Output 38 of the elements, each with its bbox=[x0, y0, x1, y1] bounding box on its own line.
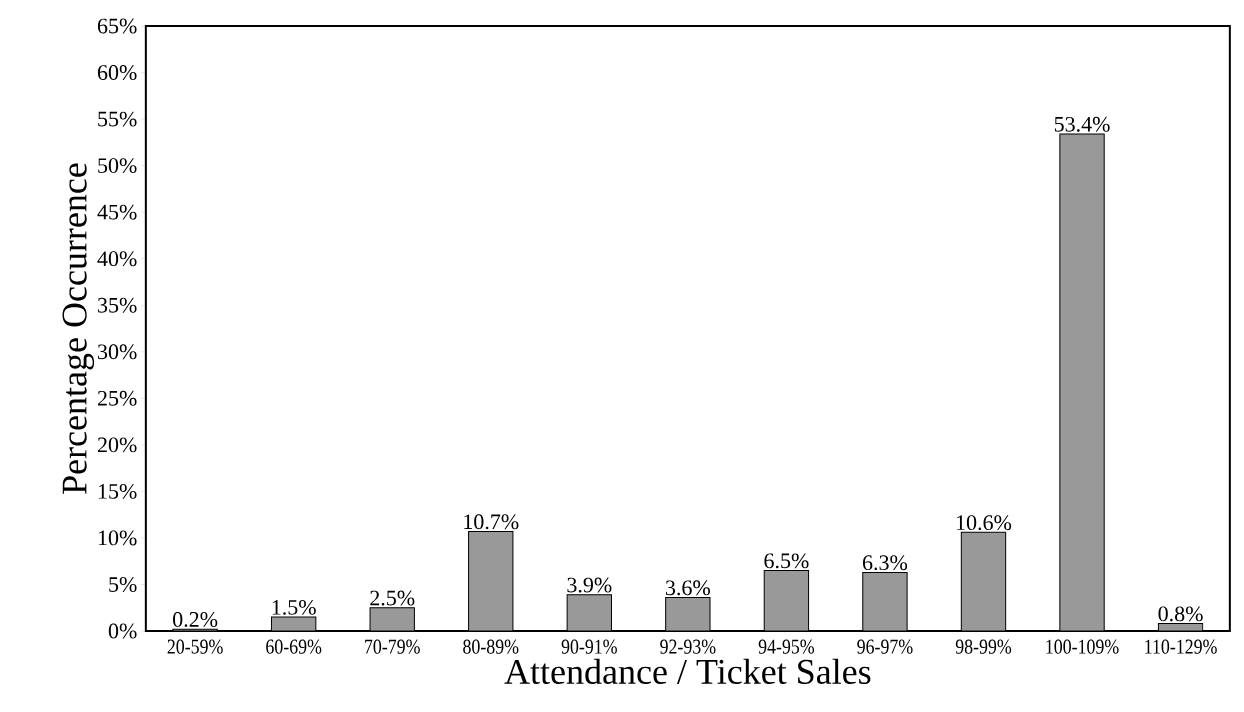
x-axis-title: Attendance / Ticket Sales bbox=[504, 658, 871, 684]
data-label: 6.3% bbox=[862, 555, 908, 571]
x-tick-label: 70-79% bbox=[365, 639, 420, 654]
data-label: 0.8% bbox=[1158, 606, 1203, 622]
y-tick-label: 65% bbox=[97, 18, 137, 34]
y-tick-label: 10% bbox=[98, 530, 137, 546]
data-label: 10.6% bbox=[957, 515, 1012, 531]
data-label: 6.5% bbox=[764, 553, 809, 569]
data-label: 2.5% bbox=[370, 590, 415, 606]
x-tick-label: 90-91% bbox=[561, 639, 617, 654]
x-tick-label: 96-97% bbox=[857, 639, 913, 654]
y-tick-label: 35% bbox=[98, 297, 137, 313]
y-tick-label: 60% bbox=[97, 65, 137, 81]
x-tick-label: 60-69% bbox=[266, 639, 322, 654]
data-label: 53.4% bbox=[1054, 116, 1110, 132]
y-axis-title: Percentage Occurrence bbox=[62, 163, 95, 494]
y-tick-label: 0% bbox=[108, 623, 137, 639]
x-tick-label: 98-99% bbox=[955, 639, 1012, 654]
y-tick-label: 25% bbox=[97, 390, 137, 406]
y-tick-label: 55% bbox=[98, 111, 137, 127]
x-tick-label: 94-95% bbox=[758, 639, 815, 654]
data-label: 3.6% bbox=[665, 580, 711, 596]
data-label: 1.5% bbox=[272, 599, 316, 615]
data-label: 10.7% bbox=[464, 514, 519, 530]
data-label: 3.9% bbox=[567, 577, 612, 593]
y-tick-label: 50% bbox=[98, 158, 137, 174]
x-tick-label: 20-59% bbox=[167, 639, 223, 654]
y-tick-label: 20% bbox=[97, 437, 137, 453]
data-label: 0.2% bbox=[173, 612, 218, 627]
x-tick-label: 80-89% bbox=[463, 639, 519, 654]
x-tick-label: 100-109% bbox=[1046, 639, 1119, 654]
x-tick-label: 92-93% bbox=[660, 639, 716, 654]
y-tick-label: 15% bbox=[98, 483, 137, 499]
y-tick-label: 40% bbox=[97, 251, 137, 267]
y-tick-label: 30% bbox=[98, 344, 137, 360]
y-tick-label: 45% bbox=[97, 204, 137, 220]
x-tick-label: 110-129% bbox=[1145, 639, 1217, 654]
y-tick-label: 5% bbox=[109, 577, 137, 592]
